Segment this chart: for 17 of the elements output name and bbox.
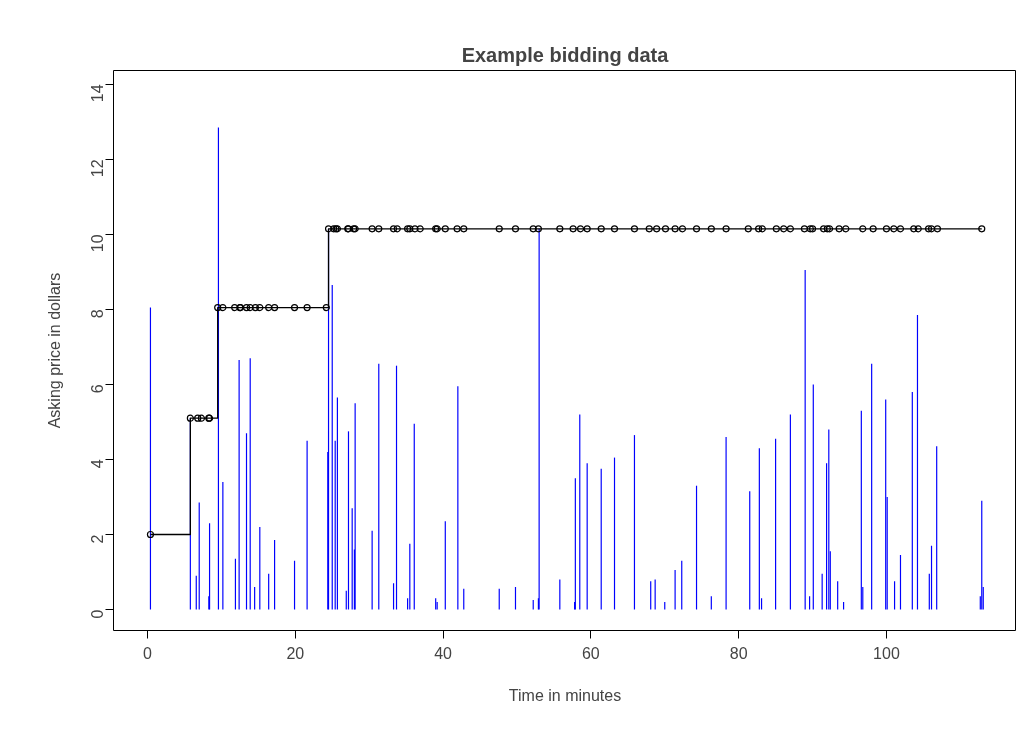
x-tick-label: 80 xyxy=(729,644,748,662)
y-tick-label: 8 xyxy=(89,309,107,319)
y-tick-label: 2 xyxy=(89,534,107,544)
x-tick-label: 20 xyxy=(286,644,305,662)
y-axis-title: Asking price in dollars xyxy=(45,272,63,429)
y-tick-label: 14 xyxy=(89,84,107,103)
y-tick-label: 0 xyxy=(89,609,107,619)
x-tick-label: 0 xyxy=(143,644,153,662)
y-tick-label: 10 xyxy=(89,234,107,253)
x-tick-label: 60 xyxy=(581,644,600,662)
x-tick-label: 40 xyxy=(434,644,453,662)
y-tick-label: 4 xyxy=(89,459,107,469)
x-axis-title: Time in minutes xyxy=(508,686,622,704)
y-tick-label: 6 xyxy=(89,384,107,394)
chart-title: Example bidding data xyxy=(461,43,670,66)
x-tick-label: 100 xyxy=(873,644,900,662)
y-tick-label: 12 xyxy=(89,159,107,178)
